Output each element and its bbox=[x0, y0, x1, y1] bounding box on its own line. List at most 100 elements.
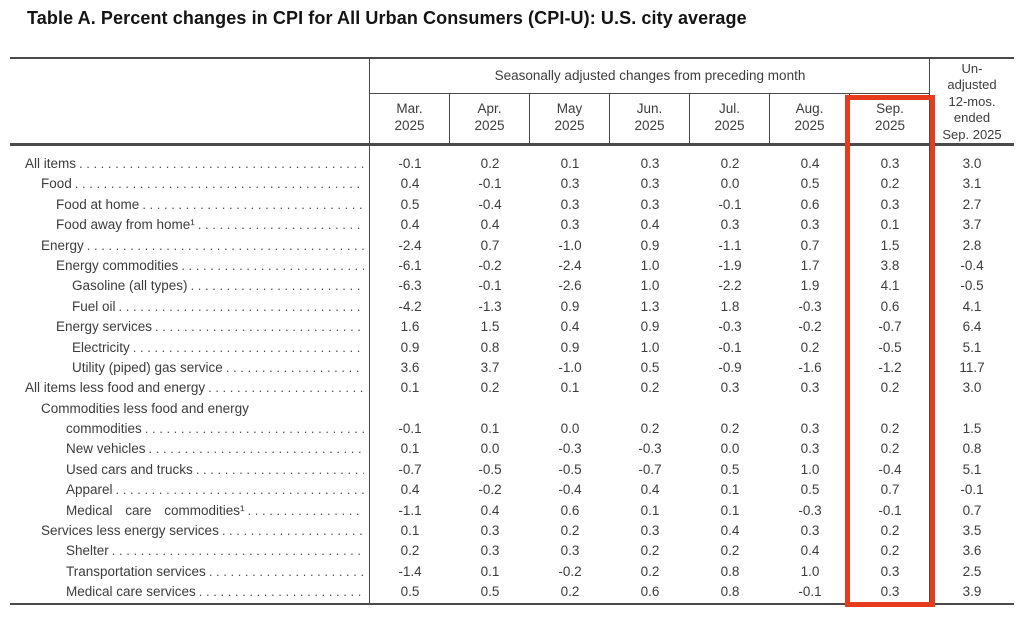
value-cell-aug: 0.4 bbox=[800, 543, 820, 559]
value-cell-aug: 0.3 bbox=[800, 523, 820, 539]
table-row: Utility (piped) gas service 3.6 3.7 -1.0… bbox=[10, 358, 1014, 378]
table-row: New vehicles 0.1 0.0 -0.3 -0.3 0.0 0.3 0… bbox=[10, 439, 1014, 459]
value-cell-mar: -0.1 bbox=[398, 156, 422, 171]
value-cell-apr: 3.7 bbox=[480, 359, 500, 375]
column-header: May 2025 bbox=[530, 94, 610, 143]
value-cell-aug: 1.0 bbox=[800, 461, 820, 477]
row-label: All items less food and energy bbox=[25, 380, 206, 396]
table-row: All items less food and energy 0.1 0.2 0… bbox=[10, 378, 1014, 398]
months-header-block: Seasonally adjusted changes from precedi… bbox=[370, 59, 930, 143]
value-cell-sep: -0.4 bbox=[878, 461, 902, 477]
row-stub: Energy bbox=[10, 236, 370, 256]
value-cell-apr bbox=[450, 399, 530, 419]
row-stub: commodities bbox=[10, 419, 370, 439]
value-cell-sep: 0.3 bbox=[880, 584, 900, 600]
value-cell-sep: 0.6 bbox=[880, 298, 900, 314]
value-cell-12mo: -0.4 bbox=[960, 257, 984, 273]
value-cell-12mo bbox=[930, 399, 1014, 419]
row-label: Energy commodities bbox=[56, 257, 179, 273]
value-cell-jul: -1.1 bbox=[718, 237, 742, 253]
value-cell-sep bbox=[850, 399, 930, 419]
row-stub: Used cars and trucks bbox=[10, 460, 370, 480]
value-cell-aug: 0.4 bbox=[800, 156, 820, 171]
value-cell-jun: 0.3 bbox=[640, 156, 660, 171]
value-cell-jul: 0.5 bbox=[720, 461, 740, 477]
value-cell-jul: 0.4 bbox=[720, 523, 740, 539]
value-cell-sep: 0.3 bbox=[880, 196, 900, 212]
value-cell-apr: -0.5 bbox=[478, 461, 502, 477]
value-cell-apr: 0.4 bbox=[480, 502, 500, 518]
table-row: Fuel oil -4.2 -1.3 0.9 1.3 1.8 -0.3 0.6 … bbox=[10, 297, 1014, 317]
value-cell-mar: -1.4 bbox=[398, 563, 422, 579]
value-cell-aug: 0.7 bbox=[800, 237, 820, 253]
table-row: Commodities less food and energy bbox=[10, 399, 1014, 419]
value-cell-jun: 0.2 bbox=[640, 543, 660, 559]
value-cell-apr: -0.1 bbox=[478, 176, 502, 192]
table-row: Food away from home¹ 0.4 0.4 0.3 0.4 0.3… bbox=[10, 215, 1014, 235]
leader-dots bbox=[116, 480, 364, 500]
row-stub: Energy commodities bbox=[10, 256, 370, 276]
value-cell-12mo: 11.7 bbox=[959, 359, 985, 375]
value-cell-may: -2.4 bbox=[558, 257, 582, 273]
value-cell-mar: 0.9 bbox=[400, 339, 420, 355]
leader-dots bbox=[248, 501, 364, 521]
value-cell-sep: 4.1 bbox=[880, 278, 900, 294]
value-cell-jul: -0.9 bbox=[718, 359, 742, 375]
leader-dots bbox=[142, 195, 364, 215]
value-cell-may: -1.0 bbox=[558, 359, 582, 375]
value-cell-sep: 0.1 bbox=[880, 217, 900, 233]
value-cell-12mo: 3.9 bbox=[962, 584, 982, 600]
table-row: Medical care commodities¹ -1.1 0.4 0.6 0… bbox=[10, 501, 1014, 521]
row-label: Fuel oil bbox=[72, 298, 116, 314]
value-cell-aug: -0.2 bbox=[798, 319, 822, 335]
table-body: All items -0.1 0.2 0.1 0.3 0.2 0.4 0.3 3… bbox=[10, 146, 1014, 603]
value-cell-may: 0.0 bbox=[560, 421, 580, 437]
value-cell-aug: 0.2 bbox=[800, 339, 820, 355]
leader-dots bbox=[191, 276, 364, 296]
value-cell-aug: 0.5 bbox=[800, 482, 820, 498]
row-stub: Utility (piped) gas service bbox=[10, 358, 370, 378]
value-cell-jun: 0.4 bbox=[640, 482, 660, 498]
leader-dots bbox=[112, 541, 364, 561]
value-cell-12mo: 1.5 bbox=[962, 421, 982, 437]
row-label: Food away from home¹ bbox=[56, 217, 195, 233]
value-cell-apr: 1.5 bbox=[480, 319, 500, 335]
value-cell-mar: 0.1 bbox=[400, 441, 420, 457]
row-label: Services less energy services bbox=[41, 523, 219, 539]
value-cell-jul: 0.0 bbox=[720, 176, 740, 192]
value-cell-mar bbox=[370, 399, 450, 419]
value-cell-12mo: -0.5 bbox=[960, 278, 984, 294]
row-stub: Food away from home¹ bbox=[10, 215, 370, 235]
row-label: Energy services bbox=[56, 319, 153, 335]
value-cell-jun: -0.3 bbox=[638, 441, 662, 457]
value-cell-jul: 0.1 bbox=[720, 482, 740, 498]
row-label: Used cars and trucks bbox=[66, 461, 193, 477]
value-cell-12mo: 0.7 bbox=[962, 502, 982, 518]
value-cell-jun: 1.0 bbox=[640, 278, 660, 294]
value-cell-mar: -0.1 bbox=[398, 421, 422, 437]
value-cell-may: 0.1 bbox=[560, 380, 580, 396]
leader-dots bbox=[79, 154, 364, 174]
value-cell-12mo: 3.7 bbox=[962, 217, 982, 233]
value-cell-12mo: 3.0 bbox=[962, 380, 982, 396]
value-cell-12mo: 5.1 bbox=[962, 339, 982, 355]
value-cell-sep: 3.8 bbox=[880, 257, 900, 273]
value-cell-jun: 0.3 bbox=[640, 523, 660, 539]
value-cell-jul: 0.8 bbox=[720, 563, 740, 579]
leader-dots bbox=[196, 460, 364, 480]
value-cell-may: 0.6 bbox=[560, 502, 580, 518]
leader-dots bbox=[198, 215, 364, 235]
value-cell-apr: 0.3 bbox=[480, 523, 500, 539]
value-cell-mar: 0.1 bbox=[400, 523, 420, 539]
value-cell-apr: 0.8 bbox=[480, 339, 500, 355]
value-cell-jun: 0.4 bbox=[640, 217, 660, 233]
value-cell-sep: 0.3 bbox=[880, 156, 900, 171]
row-label: All items bbox=[25, 156, 77, 171]
table-row: Energy -2.4 0.7 -1.0 0.9 -1.1 0.7 1.5 2.… bbox=[10, 236, 1014, 256]
value-cell-mar: 0.4 bbox=[400, 176, 420, 192]
row-label: New vehicles bbox=[66, 441, 146, 457]
value-cell-jul: -0.1 bbox=[718, 339, 742, 355]
row-stub: Shelter bbox=[10, 541, 370, 561]
value-cell-sep: 0.2 bbox=[880, 421, 900, 437]
value-cell-aug bbox=[770, 399, 850, 419]
